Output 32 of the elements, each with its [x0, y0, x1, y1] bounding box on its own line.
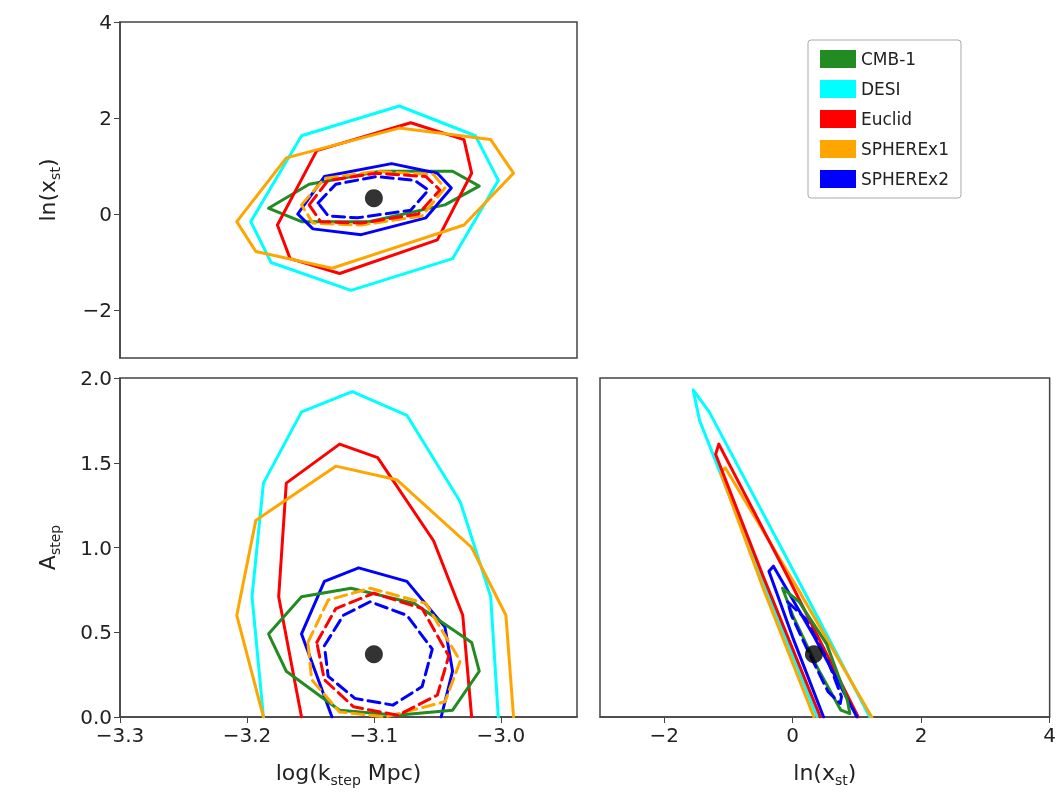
y-tick-label: 2.0 — [80, 366, 112, 390]
line-series — [249, 104, 500, 292]
x-tick-label: −3.1 — [349, 723, 399, 747]
y-tick-label: 0 — [99, 202, 112, 226]
x-tick-label: −3.0 — [476, 723, 526, 747]
x-tick-label: 0 — [786, 723, 800, 747]
line-series — [277, 442, 474, 719]
x-tick-label: 2 — [914, 723, 928, 747]
legend-label: DESI — [861, 79, 901, 99]
y-tick-label: 1.5 — [80, 450, 112, 475]
line-series — [315, 591, 451, 717]
y-tick-label: 4 — [99, 10, 112, 34]
x-tick-label: −2 — [649, 723, 679, 747]
line-series — [306, 586, 462, 719]
y-axis-title: ln(xst) — [34, 158, 63, 222]
x-tick-label: 4 — [1043, 723, 1056, 747]
line-series — [250, 390, 500, 719]
line-series — [322, 600, 434, 707]
line-series — [235, 464, 516, 719]
line-series — [296, 162, 453, 237]
y-axis-title: Astep — [34, 524, 63, 571]
x-tick-label: −3.2 — [222, 723, 272, 747]
y-tick-label: −2 — [82, 298, 112, 322]
line-series — [316, 175, 430, 220]
legend-label: CMB-1 — [861, 49, 917, 69]
y-tick-label: 1.0 — [80, 535, 112, 560]
y-tick-label: 2 — [99, 106, 112, 130]
legend-label: SPHEREx1 — [861, 139, 949, 159]
line-series — [235, 126, 516, 270]
legend-label: SPHEREx2 — [861, 169, 949, 189]
y-tick-label: 0.5 — [80, 620, 112, 645]
legend-label: Euclid — [861, 109, 913, 129]
